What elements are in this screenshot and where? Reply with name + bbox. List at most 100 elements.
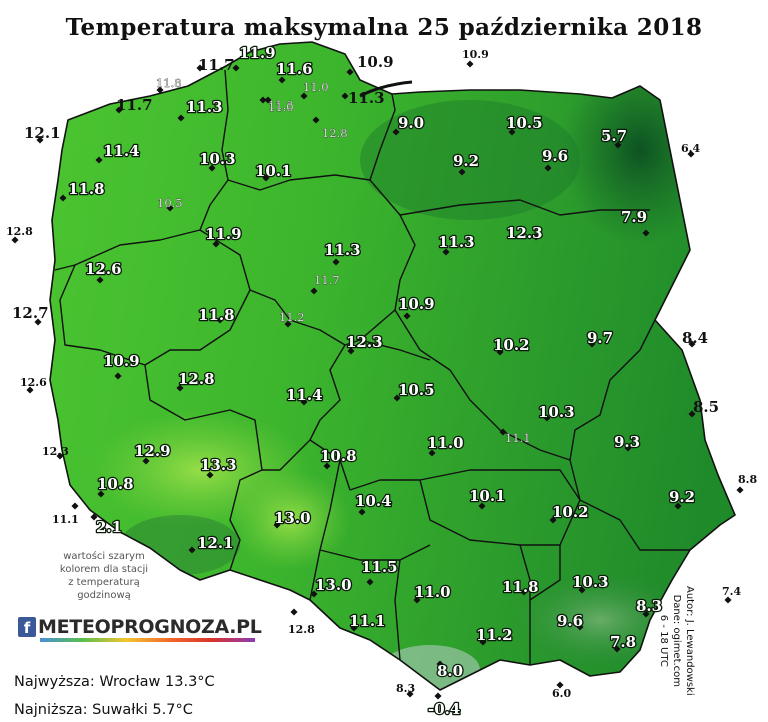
station-temperature: 11.9: [205, 225, 242, 243]
station-marker: [166, 204, 174, 212]
station-marker: [347, 347, 355, 355]
station-temperature: 12.8: [178, 370, 215, 388]
station-temperature: 10.2: [552, 503, 589, 521]
station-temperature: 11.3: [268, 98, 294, 112]
station-marker: [284, 320, 292, 328]
station-temperature: 8.0: [437, 662, 463, 680]
station-marker: [543, 414, 551, 422]
credit-source: Dane: ogimet.com: [671, 594, 682, 688]
station-temperature: 13.0: [315, 576, 352, 594]
station-marker: [97, 490, 105, 498]
station-marker: [428, 449, 436, 457]
station-temperature: 11.3: [186, 98, 223, 116]
station-marker: [323, 462, 331, 470]
station-temperature-outside: 11.1: [52, 513, 79, 526]
station-temperature-outside: 11.3: [348, 89, 385, 107]
station-temperature: 9.6: [542, 147, 568, 165]
station-marker: [366, 578, 374, 586]
credit-block: Autor: J. Lewandowski Dane: ogimet.com 6…: [657, 586, 696, 696]
logo-color-bar: [40, 638, 255, 642]
station-temperature: 10.2: [493, 336, 530, 354]
station-marker: [177, 114, 185, 122]
station-marker: [458, 168, 466, 176]
station-temperature: 12.8: [322, 126, 348, 140]
voivodeship-borders: [49, 41, 736, 691]
station-temperature-outside: 8.8: [738, 473, 757, 486]
station-temperature: 10.3: [538, 403, 575, 421]
station-temperature: 11.4: [103, 142, 140, 160]
station-marker: [549, 516, 557, 524]
station-marker: [499, 428, 507, 436]
station-temperature: -0.4: [428, 700, 460, 718]
meteoprognoza-logo: f METEOPROGNOZA.PL: [18, 614, 262, 642]
station-marker: [56, 452, 64, 460]
logo-text: METEOPROGNOZA.PL: [38, 616, 262, 638]
station-marker: [115, 106, 123, 114]
station-marker: [156, 86, 164, 94]
station-marker: [613, 645, 621, 653]
station-temperature: 10.8: [320, 447, 357, 465]
map-title: Temperatura maksymalna 25 października 2…: [65, 14, 703, 41]
station-temperature: 10.5: [157, 196, 183, 210]
station-marker: [544, 164, 552, 172]
station-marker: [436, 660, 444, 668]
station-temperature: 9.3: [614, 433, 640, 451]
station-temperature: 11.2: [279, 310, 305, 324]
station-temperature: 11.3: [324, 241, 361, 259]
station-temperature: 10.4: [355, 492, 392, 510]
station-marker: [232, 64, 240, 72]
station-temperature: 10.5: [398, 381, 435, 399]
station-marker: [532, 233, 540, 241]
station-temperature: 11.8: [502, 578, 539, 596]
station-marker: [114, 372, 122, 380]
station-marker: [278, 76, 286, 84]
station-marker: [300, 92, 308, 100]
station-temperature: 10.1: [255, 162, 292, 180]
credit-time: 6 - 18 UTC: [658, 614, 669, 667]
station-marker: [142, 457, 150, 465]
station-temperature: 9.0: [398, 114, 424, 132]
station-marker: [413, 596, 421, 604]
station-marker: [358, 508, 366, 516]
legend-note: wartości szarym kolorem dla stacji z tem…: [44, 550, 164, 602]
station-temperature-outside: 12.6: [20, 376, 47, 389]
station-marker: [71, 502, 79, 510]
station-temperature: 10.8: [97, 475, 134, 493]
station-temperature: 12.1: [197, 534, 234, 552]
station-temperature: 9.2: [453, 152, 479, 170]
station-marker: [259, 96, 267, 104]
station-temperature-outside: 7.4: [722, 585, 741, 598]
station-marker: [332, 258, 340, 266]
station-temperature-outside: 11.7: [116, 96, 153, 114]
station-temperature: 11.0: [414, 583, 451, 601]
station-temperature: 11.1: [505, 431, 531, 445]
station-marker: [578, 586, 586, 594]
station-marker: [26, 386, 34, 394]
station-temperature-outside: 12.7: [12, 304, 49, 322]
station-marker: [479, 638, 487, 646]
station-marker: [341, 92, 349, 100]
station-labels-inside: 11.911.611.011.312.89.0 10.55.711.311.011…: [59, 43, 696, 719]
station-temperature: 12.9: [134, 442, 171, 460]
station-marker: [736, 486, 744, 494]
station-marker: [403, 312, 411, 320]
station-temperature-outside: 11.7: [198, 56, 235, 74]
station-temperature: 11.4: [286, 386, 323, 404]
station-marker: [466, 60, 474, 68]
credit-author: Autor: J. Lewandowski: [684, 586, 695, 696]
station-temperature: 11.3: [438, 233, 475, 251]
station-marker: [34, 318, 42, 326]
station-temperature: 11.8: [68, 180, 105, 198]
station-marker: [674, 502, 682, 510]
station-marker: [434, 692, 442, 700]
station-marker: [508, 128, 516, 136]
highest-temperature: Najwyższa: Wrocław 13.3°C: [14, 674, 215, 690]
station-marker: [724, 596, 732, 604]
station-temperature-outside: 12.1: [24, 124, 61, 142]
station-temperature: 9.7: [587, 329, 613, 347]
station-marker: [556, 681, 564, 689]
station-marker: [262, 174, 270, 182]
station-labels-outside: 11.711.811.712.110.9 10.911.36.412.812.71…: [6, 48, 757, 700]
station-marker: [614, 141, 622, 149]
station-temperature: 10.1: [469, 487, 506, 505]
